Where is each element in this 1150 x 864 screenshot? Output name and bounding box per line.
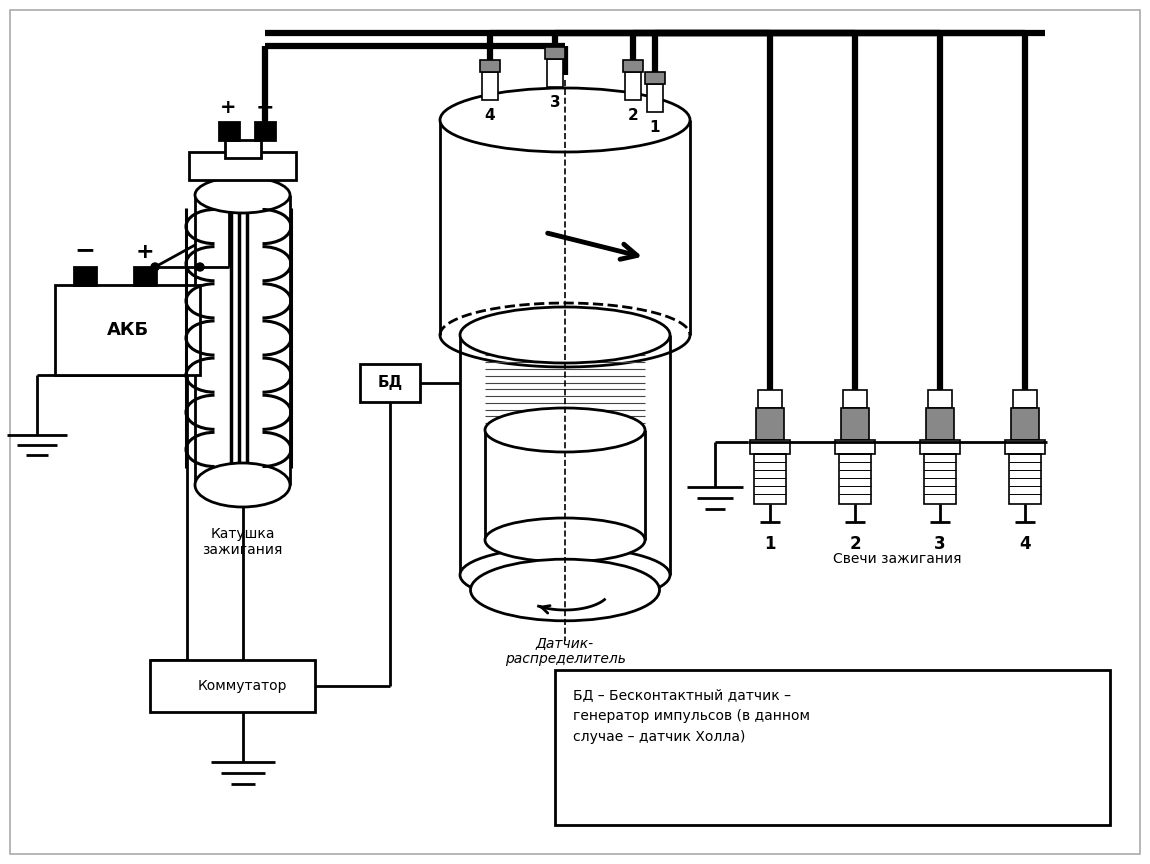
Text: −: − bbox=[255, 97, 274, 117]
Bar bbox=[624, 72, 641, 100]
Text: 1: 1 bbox=[765, 535, 776, 553]
Polygon shape bbox=[470, 559, 659, 621]
Bar bbox=[750, 440, 790, 454]
Polygon shape bbox=[460, 307, 670, 363]
Bar bbox=[480, 60, 500, 72]
Text: 3: 3 bbox=[934, 535, 945, 553]
Bar bbox=[189, 152, 296, 180]
Bar bbox=[74, 267, 95, 285]
Bar bbox=[135, 267, 156, 285]
Ellipse shape bbox=[460, 547, 670, 603]
Polygon shape bbox=[485, 408, 645, 452]
Bar bbox=[547, 59, 564, 87]
Text: АКБ: АКБ bbox=[107, 321, 148, 339]
Text: Свечи зажигания: Свечи зажигания bbox=[834, 552, 961, 566]
Bar bbox=[920, 440, 960, 454]
Bar bbox=[843, 390, 867, 408]
Bar bbox=[645, 72, 665, 84]
Polygon shape bbox=[440, 88, 690, 152]
Polygon shape bbox=[485, 518, 645, 562]
Text: 3: 3 bbox=[550, 95, 560, 110]
Bar bbox=[1011, 408, 1038, 440]
Text: −: − bbox=[75, 238, 95, 262]
Bar bbox=[1009, 454, 1041, 504]
Bar bbox=[1013, 390, 1037, 408]
Bar bbox=[218, 122, 238, 140]
Bar bbox=[841, 408, 869, 440]
Text: Коммутатор: Коммутатор bbox=[198, 679, 288, 693]
Ellipse shape bbox=[460, 307, 670, 363]
Bar bbox=[835, 440, 875, 454]
Bar bbox=[150, 660, 315, 712]
Bar bbox=[545, 47, 565, 59]
Circle shape bbox=[151, 263, 159, 271]
Polygon shape bbox=[460, 547, 670, 603]
Bar bbox=[923, 454, 956, 504]
Text: 4: 4 bbox=[484, 108, 496, 123]
Bar bbox=[224, 140, 261, 158]
Text: БД: БД bbox=[377, 375, 402, 390]
Text: +: + bbox=[221, 98, 237, 117]
Bar bbox=[1005, 440, 1045, 454]
Bar bbox=[254, 122, 275, 140]
Bar bbox=[928, 390, 952, 408]
Ellipse shape bbox=[485, 518, 645, 562]
Bar bbox=[623, 60, 643, 72]
Text: 1: 1 bbox=[650, 120, 660, 135]
Ellipse shape bbox=[440, 88, 690, 152]
Bar bbox=[55, 285, 200, 375]
Text: Датчик-
распределитель: Датчик- распределитель bbox=[505, 636, 626, 666]
Ellipse shape bbox=[485, 408, 645, 452]
Text: БД – Бесконтактный датчик –
генератор импульсов (в данном
случае – датчик Холла): БД – Бесконтактный датчик – генератор им… bbox=[573, 688, 810, 744]
Circle shape bbox=[196, 263, 204, 271]
Bar bbox=[758, 390, 782, 408]
Text: 2: 2 bbox=[628, 108, 638, 123]
Bar bbox=[840, 454, 871, 504]
Bar bbox=[360, 364, 420, 402]
Bar bbox=[555, 670, 1110, 825]
Text: +: + bbox=[136, 242, 154, 262]
Ellipse shape bbox=[470, 559, 659, 621]
Bar bbox=[482, 72, 498, 100]
Bar bbox=[754, 454, 785, 504]
Text: Катушка
зажигания: Катушка зажигания bbox=[202, 527, 283, 557]
Ellipse shape bbox=[196, 463, 290, 507]
Text: 4: 4 bbox=[1019, 535, 1030, 553]
Bar bbox=[647, 84, 664, 112]
Text: 2: 2 bbox=[849, 535, 861, 553]
Bar bbox=[926, 408, 954, 440]
Ellipse shape bbox=[196, 177, 290, 213]
Bar bbox=[756, 408, 784, 440]
